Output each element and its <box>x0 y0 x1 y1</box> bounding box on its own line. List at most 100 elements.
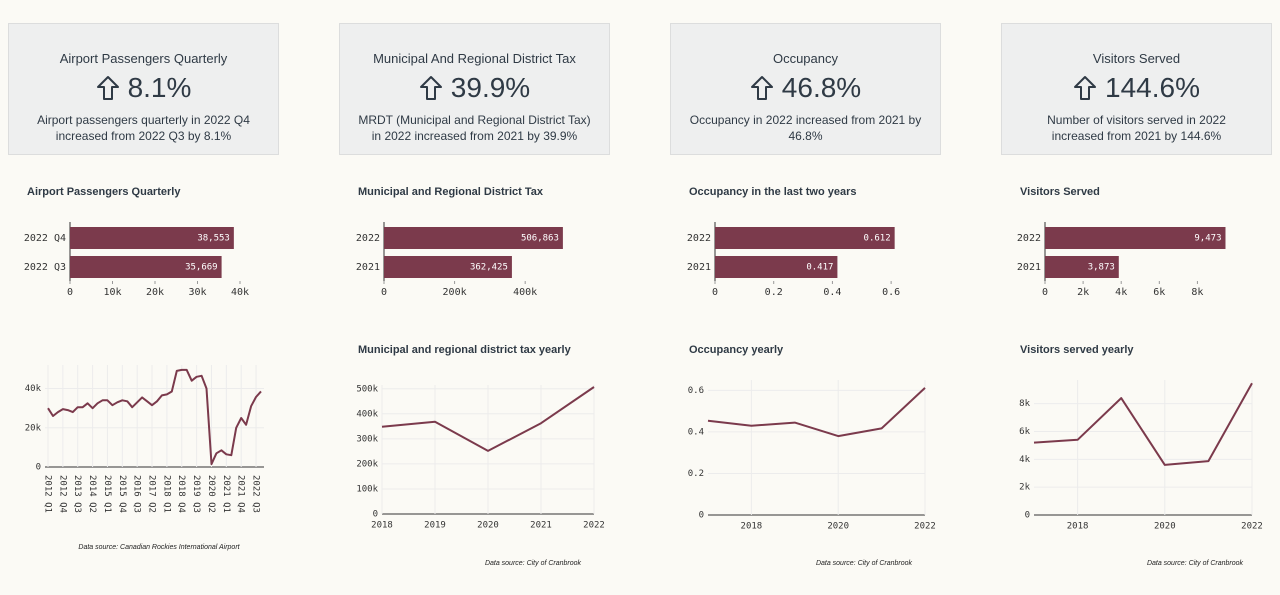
y-tick-label: 20k <box>25 423 42 433</box>
x-tick-label: 0 <box>381 287 387 298</box>
arrow-up-icon <box>1074 76 1097 100</box>
bar <box>70 227 234 249</box>
bar <box>384 227 563 249</box>
bar <box>384 256 512 278</box>
x-tick-label: 2022 <box>914 522 936 532</box>
x-tick-label: 0 <box>1042 287 1048 298</box>
x-tick-label: 10k <box>103 287 121 298</box>
source-note: Data source: City of Cranbrook <box>1147 560 1244 567</box>
chart-title: Occupancy yearly <box>689 344 784 356</box>
chart-title: Municipal and Regional District Tax <box>358 186 544 198</box>
y-tick-label: 0.6 <box>688 386 704 396</box>
value-label: 3,873 <box>1088 263 1115 273</box>
y-tick-label: 8k <box>1019 399 1030 409</box>
bar <box>1045 227 1226 249</box>
x-tick-label: 4k <box>1115 287 1127 298</box>
x-tick-label: 0.4 <box>823 287 841 298</box>
card-value-row: 8.1% <box>9 72 278 104</box>
y-tick-label: 2021 <box>1017 262 1041 273</box>
value-label: 9,473 <box>1194 234 1221 244</box>
x-tick-label: 0.6 <box>882 287 900 298</box>
chart-title: Airport Passengers Quarterly <box>27 186 181 198</box>
line <box>47 368 262 466</box>
x-tick-label: 2015 Q4 <box>117 475 127 513</box>
bar <box>1045 256 1119 278</box>
value-label: 0.612 <box>864 234 891 244</box>
x-tick-label: 8k <box>1191 287 1203 298</box>
value-label: 362,425 <box>470 263 508 273</box>
card-title: Occupancy <box>772 51 839 66</box>
arrow-up-icon <box>96 76 119 100</box>
y-tick-label: 0.4 <box>688 427 704 437</box>
y-tick-label: 0 <box>373 510 378 520</box>
card-value-row: 144.6% <box>1002 72 1271 104</box>
x-tick-label: 2k <box>1077 287 1089 298</box>
x-tick-label: 200k <box>443 287 467 298</box>
kpi-card: Airport Passengers Quarterly 8.1% Airpor… <box>8 23 279 155</box>
x-tick-label: 2018 <box>371 521 393 531</box>
x-tick-label: 0 <box>712 287 718 298</box>
x-tick-label: 2017 Q2 <box>147 475 157 513</box>
x-tick-label: 2020 <box>1154 522 1176 532</box>
y-tick-label: 300k <box>356 434 378 444</box>
arrow-up-icon <box>419 76 442 100</box>
source-note: Data source: Canadian Rockies Internatio… <box>78 544 240 551</box>
kpi-card: Occupancy 46.8% Occupancy in 2022 increa… <box>670 23 941 155</box>
bar <box>715 227 895 249</box>
line <box>707 387 926 438</box>
card-text: MRDT (Municipal and Regional District Ta… <box>358 113 591 143</box>
y-tick-label: 0.2 <box>688 469 704 479</box>
y-tick-label: 2022 <box>356 233 380 244</box>
value-label: 506,863 <box>521 234 559 244</box>
card-title: Airport Passengers Quarterly <box>59 51 228 66</box>
card-value: 46.8% <box>781 72 862 103</box>
x-tick-label: 0.2 <box>765 287 783 298</box>
line <box>381 386 595 452</box>
x-tick-label: 400k <box>513 287 537 298</box>
card-value: 8.1% <box>127 72 192 103</box>
y-tick-label: 100k <box>356 484 378 494</box>
y-tick-label: 400k <box>356 409 378 419</box>
line <box>1033 382 1253 466</box>
x-tick-label: 2019 <box>424 521 446 531</box>
card-value-row: 39.9% <box>340 72 609 104</box>
card-text: Number of visitors served in 2022 increa… <box>1047 113 1226 143</box>
y-tick-label: 2022 Q4 <box>24 233 66 244</box>
x-tick-label: 2020 Q2 <box>206 475 216 513</box>
chart-title: Municipal and regional district tax year… <box>358 344 572 356</box>
x-tick-label: 2018 <box>741 522 763 532</box>
x-tick-label: 2021 Q1 <box>221 475 231 513</box>
value-label: 35,669 <box>185 263 218 273</box>
kpi-card: Municipal And Regional District Tax 39.9… <box>339 23 610 155</box>
card-value-row: 46.8% <box>671 72 940 104</box>
x-tick-label: 2018 Q4 <box>176 475 186 513</box>
x-tick-label: 2018 <box>1067 522 1089 532</box>
x-tick-label: 6k <box>1153 287 1165 298</box>
card-value: 144.6% <box>1105 72 1200 103</box>
x-tick-label: 2022 <box>583 521 605 531</box>
card-title: Municipal And Regional District Tax <box>373 51 576 66</box>
kpi-card: Visitors Served 144.6% Number of visitor… <box>1001 23 1272 155</box>
x-tick-label: 40k <box>231 287 249 298</box>
card-value: 39.9% <box>450 72 531 103</box>
y-tick-label: 500k <box>356 384 378 394</box>
bar <box>70 256 222 278</box>
x-tick-label: 2021 Q4 <box>236 475 246 513</box>
x-tick-label: 2022 <box>1241 522 1263 532</box>
chart-title: Occupancy in the last two years <box>689 186 857 198</box>
y-tick-label: 2022 <box>1017 233 1041 244</box>
x-tick-label: 2020 <box>477 521 499 531</box>
x-tick-label: 2021 <box>530 521 552 531</box>
y-tick-label: 0 <box>699 511 704 521</box>
y-tick-label: 6k <box>1019 427 1030 437</box>
bar <box>715 256 838 278</box>
y-tick-label: 200k <box>356 459 378 469</box>
arrow-up-icon <box>750 76 773 100</box>
source-note: Data source: City of Cranbrook <box>816 560 913 567</box>
y-tick-label: 0 <box>36 463 41 473</box>
x-tick-label: 2012 Q4 <box>57 475 67 513</box>
x-tick-label: 2016 Q3 <box>132 475 142 513</box>
card-text: Airport passengers quarterly in 2022 Q4 … <box>37 113 250 143</box>
x-tick-label: 2020 <box>827 522 849 532</box>
